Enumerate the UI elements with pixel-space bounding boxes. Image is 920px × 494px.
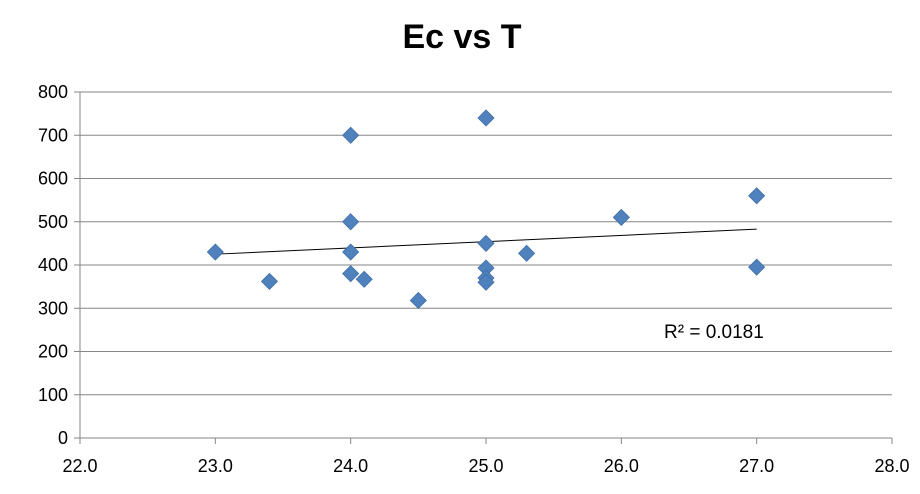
data-point: [342, 213, 360, 231]
axes: 0 100 200 300 400 500 600 700 800 22.0 23.0 24.0 25.…: [38, 82, 910, 476]
data-point: [748, 187, 766, 205]
y-tick-label: 700: [38, 125, 68, 145]
data-point: [260, 272, 279, 291]
y-tick-label: 100: [38, 385, 68, 405]
y-tick-label: 600: [38, 169, 68, 189]
data-point: [518, 244, 536, 262]
data-point: [342, 243, 360, 261]
y-tick-label: 300: [38, 298, 68, 318]
y-tick-label: 800: [38, 82, 68, 102]
x-tick-label: 28.0: [874, 456, 909, 476]
y-tick-label: 500: [38, 212, 68, 232]
x-tick-label: 22.0: [62, 456, 97, 476]
data-point: [409, 291, 427, 310]
y-tick-label: 400: [38, 255, 68, 275]
data-point: [477, 109, 495, 127]
data-point: [748, 258, 766, 276]
x-tick-label: 23.0: [198, 456, 233, 476]
gridlines: [80, 91, 892, 396]
y-tick-label: 200: [38, 342, 68, 362]
x-tick-label: 27.0: [739, 456, 774, 476]
x-tick-label: 26.0: [604, 456, 639, 476]
data-point: [355, 270, 373, 288]
data-point: [477, 273, 495, 291]
data-point: [612, 208, 630, 226]
x-tick-label: 25.0: [468, 456, 503, 476]
data-point: [477, 234, 495, 252]
r-squared-annotation: R² = 0.0181: [664, 322, 764, 343]
x-tick-label: 24.0: [333, 456, 368, 476]
data-point: [206, 243, 224, 261]
data-point: [342, 126, 360, 144]
data-point: [342, 265, 360, 283]
y-tick-label: 0: [58, 428, 68, 448]
data-points: [206, 109, 766, 310]
chart-title: Ec vs T: [402, 18, 521, 56]
